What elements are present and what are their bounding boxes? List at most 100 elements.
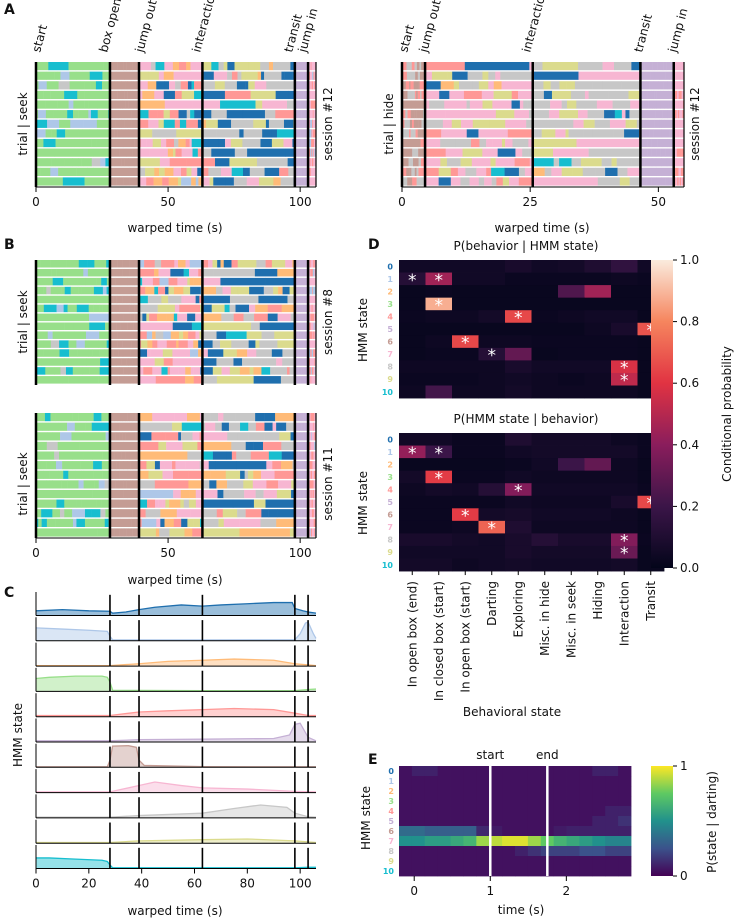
state-segment [190,286,202,295]
colorbar-tick-label: 1.0 [680,253,699,267]
state-segment [661,62,664,71]
state-segment [264,413,276,422]
state-segment [282,349,295,357]
state-segment [676,148,680,157]
state-segment [146,518,157,527]
heatmap-cell [478,385,506,399]
heatmap-cell [553,866,567,877]
state-segment [89,71,103,80]
state-segment [248,340,256,348]
state-segment [314,331,316,339]
state-segment [414,167,417,176]
state-segment [313,304,315,313]
state-segment [40,167,51,176]
state-segment [116,177,120,186]
state-segment [236,81,246,90]
state-segment [264,71,278,80]
state-segment [518,177,533,186]
state-segment [301,422,304,431]
state-segment [122,432,126,441]
state-segment [300,376,305,384]
state-segment [109,331,118,339]
event-label: jump out [132,0,160,55]
state-segment [651,90,654,100]
state-segment [260,62,270,71]
state-segment [96,295,111,304]
state-segment [447,71,453,80]
state-segment [78,413,88,422]
state-segment [185,461,194,470]
state-segment [653,81,659,90]
state-segment [311,489,313,499]
state-segment [584,90,589,100]
state-segment [290,62,296,71]
heatmap-cell [437,766,451,777]
state-segment [214,158,230,167]
state-segment [118,349,124,357]
heatmap-cell [584,483,612,497]
state-segment [242,167,251,176]
state-segment [310,331,313,339]
state-segment [311,81,313,90]
heatmap-cell [425,335,453,349]
state-segment [550,100,562,109]
state-segment [271,129,278,138]
state-line [35,601,317,614]
state-segment [310,367,312,375]
state-segment [651,158,657,167]
state-segment [224,138,232,148]
state-segment [681,129,684,138]
state-segment [310,129,312,138]
state-segment [192,528,198,537]
state-segment [650,71,654,80]
x-tick-label: 100 [289,877,312,891]
state-segment [199,432,203,441]
state-segment [414,129,416,138]
state-segment [88,349,93,357]
state-segment [76,167,88,176]
state-segment [57,441,80,451]
state-segment [314,158,316,167]
state-segment [414,110,417,119]
state-segment [131,528,133,537]
state-segment [294,81,299,90]
state-segment [419,71,426,80]
state-tick-label: 9 [388,857,394,866]
state-segment [165,432,179,441]
state-segment [49,470,60,479]
state-segment [142,313,147,322]
state-segment [440,138,456,148]
state-segment [305,413,307,422]
state-segment [170,268,184,277]
heatmap-cell [478,310,506,324]
state-segment [109,376,119,384]
heatmap-cell [489,786,503,797]
state-segment [106,286,111,295]
state-segment [36,376,63,384]
state-segment [492,100,508,109]
heatmap-cell [476,866,490,877]
state-segment [482,100,493,109]
state-segment [550,81,560,90]
state-segment [109,480,113,489]
state-segment [120,413,124,422]
state-segment [504,81,510,90]
state-segment [310,480,313,489]
state-segment [237,432,249,441]
state-segment [231,451,237,460]
state-segment [139,489,174,499]
state-tick-label: 3 [387,473,393,482]
state-segment [664,100,668,109]
state-segment [229,489,245,499]
state-segment [191,177,197,186]
state-segment [181,148,193,157]
state-segment [301,340,304,348]
state-segment [256,158,288,167]
state-segment [304,286,306,295]
significance-asterisk: * [461,334,470,354]
state-segment [304,331,308,339]
state-segment [36,100,46,109]
state-segment [276,489,292,499]
state-tick-label: 7 [387,523,393,532]
state-segment [80,461,84,470]
